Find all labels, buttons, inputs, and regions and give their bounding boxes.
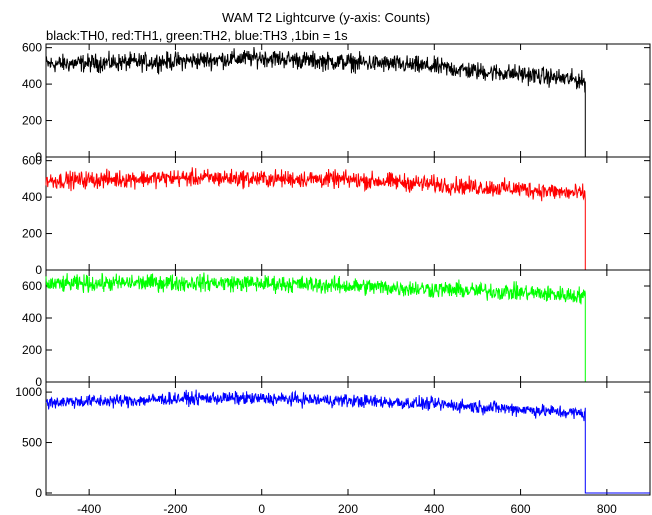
y-tick-label: 0	[35, 375, 42, 389]
y-tick-label: 400	[22, 311, 42, 325]
y-tick-label: 0	[35, 150, 42, 164]
chart-subtitle: black:TH0, red:TH1, green:TH2, blue:TH3 …	[46, 28, 348, 43]
x-tick-label: 800	[597, 502, 617, 515]
chart-title: WAM T2 Lightcurve (y-axis: Counts)	[221, 10, 431, 25]
y-tick-label: 600	[22, 154, 42, 168]
y-tick-label: 400	[22, 77, 42, 91]
x-tick-label: 200	[338, 502, 358, 515]
panel-frame-th3	[45, 381, 651, 496]
series-line-th1	[45, 167, 650, 271]
y-tick-label: 600	[22, 41, 42, 55]
x-tick-label: -400	[77, 502, 101, 515]
y-tick-label: 600	[22, 279, 42, 293]
series-line-th0	[45, 46, 650, 158]
panel-frame-th1	[45, 156, 651, 271]
series-line-th3	[45, 389, 650, 494]
y-tick-label: 200	[22, 343, 42, 357]
x-tick-label: 0	[258, 502, 265, 515]
x-tick-label: 600	[511, 502, 531, 515]
x-tick-label: -200	[163, 502, 187, 515]
y-tick-label: 400	[22, 190, 42, 204]
y-tick-label: 1000	[15, 385, 42, 399]
y-tick-label: 200	[22, 227, 42, 241]
y-tick-label: 500	[22, 436, 42, 450]
series-line-th2	[45, 272, 650, 383]
y-tick-label: 0	[35, 263, 42, 277]
y-tick-label: 200	[22, 114, 42, 128]
x-tick-label: 400	[424, 502, 444, 515]
y-tick-label: 0	[35, 486, 42, 500]
